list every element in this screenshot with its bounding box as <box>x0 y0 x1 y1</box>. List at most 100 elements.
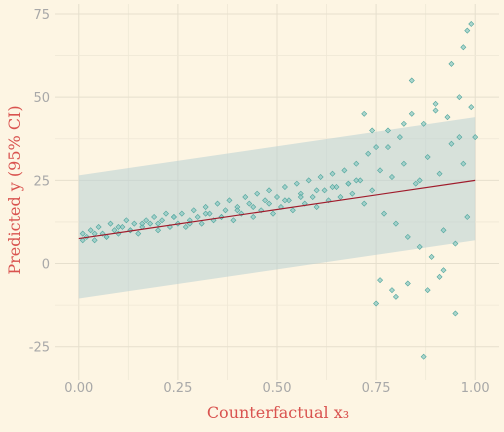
data-point <box>373 144 380 151</box>
data-point <box>353 177 360 184</box>
data-point <box>337 194 344 200</box>
data-point <box>404 233 411 240</box>
data-point <box>281 197 288 204</box>
data-point <box>202 210 209 217</box>
data-point <box>119 223 126 230</box>
y-axis-title: Predicted y (95% CI) <box>5 105 24 274</box>
data-point <box>424 287 431 294</box>
data-point <box>313 187 320 194</box>
data-point <box>329 184 336 190</box>
data-point <box>444 114 451 121</box>
data-point <box>250 213 257 220</box>
data-point <box>341 167 348 174</box>
data-point <box>151 213 158 220</box>
data-point <box>79 237 86 244</box>
y-tick-label: 75 <box>33 8 50 23</box>
points-layer <box>79 20 479 360</box>
data-point <box>416 243 423 250</box>
data-point <box>91 230 98 237</box>
data-point <box>369 127 376 134</box>
data-point <box>436 273 443 280</box>
data-point <box>329 170 336 177</box>
data-point <box>313 204 320 210</box>
data-point <box>234 204 241 210</box>
x-tick-label: 0.50 <box>263 381 292 396</box>
data-point <box>432 100 439 107</box>
data-point <box>123 217 130 224</box>
data-point <box>321 187 328 194</box>
data-point <box>428 253 435 260</box>
data-point <box>357 177 364 184</box>
data-point <box>155 227 162 234</box>
data-point <box>396 134 403 141</box>
data-point <box>440 267 447 274</box>
data-point <box>349 190 356 197</box>
y-tick-label: 25 <box>33 174 50 189</box>
data-point <box>420 353 427 360</box>
data-point <box>91 237 98 244</box>
x-axis-title: Counterfactual x₃ <box>207 403 349 422</box>
y-tick-labels: -25 0 25 50 75 <box>29 8 50 356</box>
data-point <box>392 220 399 227</box>
data-point <box>452 310 459 317</box>
data-point <box>266 200 273 207</box>
data-point <box>226 197 233 204</box>
data-point <box>281 184 288 190</box>
data-point <box>456 134 463 141</box>
x-tick-label: 0.00 <box>64 381 93 396</box>
data-point <box>131 220 138 227</box>
data-point <box>464 213 471 220</box>
data-point <box>111 227 118 234</box>
data-point <box>424 154 431 161</box>
data-point <box>143 217 150 224</box>
data-point <box>369 187 376 194</box>
data-point <box>468 104 475 111</box>
data-point <box>468 20 475 27</box>
data-point <box>365 150 372 157</box>
data-point <box>436 170 443 177</box>
data-point <box>452 240 459 247</box>
data-point <box>388 174 395 180</box>
data-point <box>214 200 221 207</box>
x-tick-label: 1.00 <box>461 381 490 396</box>
data-point <box>408 77 415 84</box>
data-point <box>293 180 300 187</box>
data-point <box>230 217 237 224</box>
data-point <box>420 120 427 127</box>
data-point <box>317 174 324 180</box>
data-point <box>377 277 384 284</box>
data-point <box>297 190 304 197</box>
data-point <box>388 287 395 294</box>
data-point <box>87 227 94 234</box>
data-point <box>198 220 205 227</box>
data-point <box>400 160 407 167</box>
data-point <box>353 160 360 167</box>
data-point <box>412 180 419 187</box>
data-point <box>270 210 277 217</box>
x-tick-label: 0.75 <box>362 381 391 396</box>
ci-band-layer <box>78 117 476 299</box>
data-point <box>305 177 312 184</box>
data-point <box>155 220 162 227</box>
data-point <box>266 187 273 194</box>
data-point <box>309 194 316 200</box>
data-point <box>361 110 368 117</box>
data-point <box>392 293 399 300</box>
data-point <box>115 223 122 230</box>
data-point <box>373 300 380 307</box>
data-point <box>254 190 261 197</box>
data-point <box>107 220 114 227</box>
fit-line <box>78 179 476 240</box>
data-point <box>178 210 185 217</box>
data-point <box>377 167 384 174</box>
data-point <box>381 210 388 217</box>
data-point <box>440 227 447 234</box>
data-point <box>460 44 467 51</box>
y-tick-label: 0 <box>42 258 50 273</box>
data-point <box>194 213 201 220</box>
data-point <box>262 197 269 204</box>
data-point <box>448 140 455 147</box>
fit-line-layer <box>78 179 476 240</box>
data-point <box>139 220 146 227</box>
data-point <box>333 184 340 190</box>
